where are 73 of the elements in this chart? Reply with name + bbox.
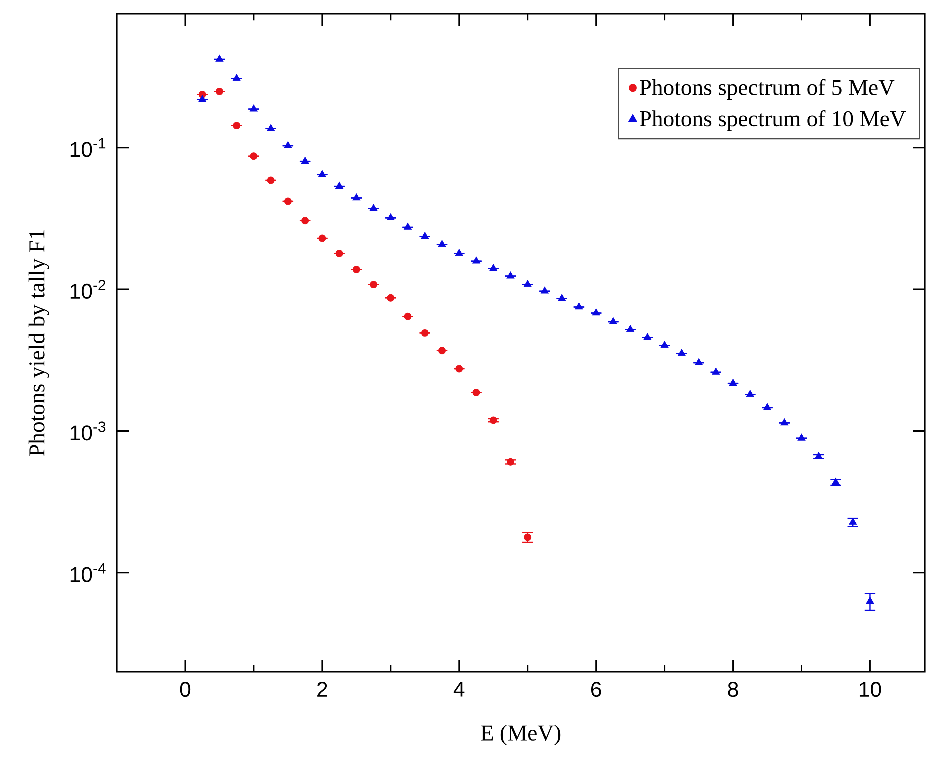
point	[404, 312, 412, 320]
point	[284, 141, 292, 148]
point	[387, 294, 395, 302]
point	[524, 534, 532, 542]
y-tick-label: 10$^{-3}$	[70, 422, 106, 441]
point	[301, 157, 310, 164]
point	[506, 458, 514, 466]
point	[575, 302, 584, 310]
point	[250, 104, 258, 112]
point	[267, 124, 276, 132]
point	[421, 232, 430, 240]
point	[421, 329, 429, 337]
point	[455, 249, 464, 256]
point	[592, 308, 600, 316]
point	[866, 597, 874, 604]
point	[712, 368, 720, 375]
legend-label: Photons spectrum of 5 MeV	[640, 79, 895, 100]
y-tick-label: 10$^{-1}$	[70, 138, 106, 158]
point	[250, 152, 258, 160]
point	[695, 358, 703, 366]
point	[352, 194, 361, 201]
point	[490, 416, 498, 424]
legend-label: Photons spectrum of 10 MeV	[640, 110, 906, 132]
point	[524, 280, 532, 288]
x-tick-label: 6	[591, 682, 602, 698]
point	[456, 365, 464, 373]
point	[849, 518, 858, 525]
point	[798, 434, 806, 441]
point	[541, 286, 549, 294]
point	[764, 403, 772, 410]
point	[814, 452, 823, 460]
point	[232, 74, 241, 82]
point	[386, 214, 395, 221]
point	[318, 170, 326, 178]
point	[729, 379, 738, 386]
point	[438, 347, 446, 355]
x-tick-label: 10	[860, 682, 882, 698]
point	[678, 349, 686, 356]
point	[284, 198, 292, 206]
x-tick-label: 8	[728, 682, 738, 698]
point	[352, 266, 360, 274]
x-tick-label: 0	[180, 682, 191, 698]
point	[558, 294, 566, 302]
point	[404, 222, 412, 230]
point	[302, 217, 310, 225]
point	[216, 88, 224, 96]
point	[336, 250, 344, 258]
point	[660, 341, 669, 348]
x-tick-label: 2	[318, 682, 328, 697]
point	[438, 240, 446, 248]
point	[267, 176, 275, 184]
point	[198, 95, 207, 102]
point	[318, 234, 326, 242]
point	[370, 281, 378, 289]
y-tick-label: 10$^{-2}$	[70, 280, 106, 300]
x-tick-label: 4	[454, 682, 465, 697]
point	[832, 478, 840, 486]
y-tick-label: 10$^{-4}$	[70, 564, 106, 582]
point	[490, 264, 498, 272]
y-axis-title: Photons yield by tally F1	[28, 230, 50, 456]
point	[626, 325, 635, 332]
point	[472, 388, 480, 396]
point	[233, 122, 241, 130]
point	[216, 54, 224, 62]
x-axis-title: E (MeV)	[481, 724, 561, 746]
point	[336, 182, 344, 189]
point	[746, 390, 754, 398]
point	[472, 256, 480, 264]
point	[609, 317, 618, 324]
point	[644, 333, 652, 340]
point	[780, 418, 789, 426]
point	[370, 204, 378, 212]
point	[506, 272, 515, 279]
